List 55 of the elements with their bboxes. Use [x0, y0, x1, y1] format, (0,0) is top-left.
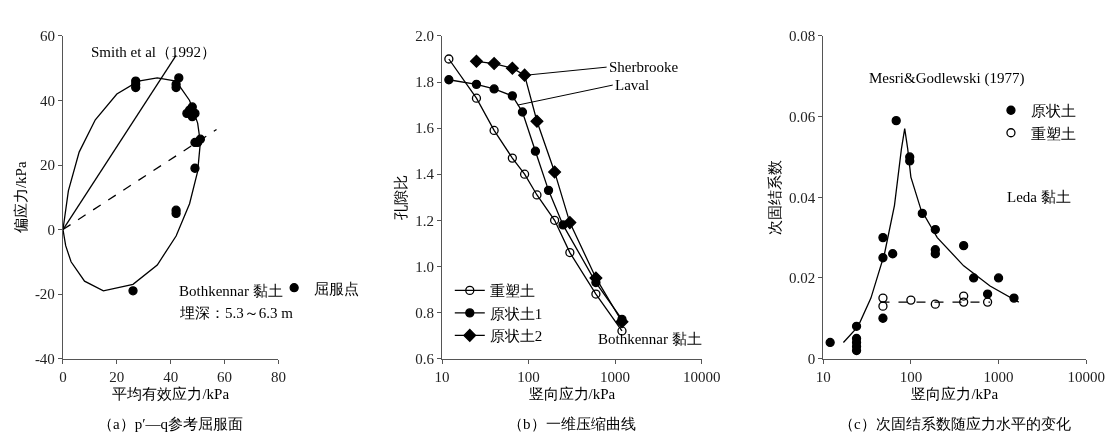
x-tick-label: 60 — [217, 368, 233, 385]
y-tick-label: 0.6 — [415, 350, 435, 367]
annotation: Bothkennar 黏土 — [179, 283, 283, 299]
annotation: Bothkennar 黏土 — [598, 331, 702, 347]
y-tick-label: 1.2 — [415, 212, 434, 229]
legend-label: 重塑土 — [1030, 125, 1076, 142]
y-tick-label: 20 — [39, 157, 55, 174]
x-tick-label: 40 — [163, 368, 179, 385]
x-tick-label: 0 — [59, 368, 67, 385]
annotation: Sherbrooke — [609, 59, 679, 75]
legend-label: 原状土2 — [489, 328, 543, 345]
annotation: Laval — [615, 77, 650, 93]
x-tick-label: 10 — [815, 368, 831, 385]
y-tick-label: 0.02 — [788, 270, 816, 287]
y-tick-label: 1.0 — [415, 258, 434, 275]
annotation: Mesri&Godlewski (1977) — [869, 70, 1025, 87]
x-tick-label: 1000 — [983, 368, 1014, 385]
x-tick-label: 80 — [270, 368, 286, 385]
x-axis-title: 竖向应力/kPa — [911, 385, 999, 402]
text: （b）一维压缩曲线 — [508, 416, 636, 432]
y-tick-label: 1.8 — [415, 74, 434, 91]
y-tick-label: 0.8 — [415, 304, 434, 321]
x-tick-label: 1000 — [600, 368, 631, 385]
x-tick-label: 10 — [434, 368, 450, 385]
y-axis-title: 孔隙比 — [393, 174, 410, 220]
y-tick-label: 0.06 — [788, 108, 816, 125]
annotation: Leda 黏土 — [1007, 189, 1071, 205]
x-tick-label: 100 — [517, 368, 540, 385]
y-tick-label: 1.6 — [415, 120, 435, 137]
y-tick-label: 0 — [47, 221, 55, 238]
y-tick-label: 60 — [39, 28, 55, 45]
annotation: Smith et al（1992） — [91, 44, 216, 60]
legend-label: 原状土 — [1030, 103, 1076, 120]
x-tick-label: 10000 — [1067, 368, 1105, 385]
legend-label: 重塑土 — [489, 283, 535, 300]
text: （c）次固结系数随应力水平的变化 — [839, 416, 1071, 432]
legend-label: 屈服点 — [314, 280, 360, 297]
y-axis-title: 偏应力/kPa — [13, 161, 30, 234]
x-tick-label: 100 — [899, 368, 923, 385]
annotation: 埋深：5.3～6.3 m — [179, 305, 294, 321]
y-tick-label: -20 — [34, 286, 55, 303]
y-tick-label: 1.4 — [415, 166, 435, 183]
y-tick-label: -40 — [34, 350, 55, 367]
legend-label: 原状土1 — [489, 305, 543, 322]
x-tick-label: 10000 — [682, 368, 721, 385]
y-tick-label: 0.08 — [788, 28, 816, 45]
y-tick-label: 0.04 — [788, 189, 816, 206]
x-axis-title: 竖向应力/kPa — [528, 385, 616, 402]
text: （a）p′—q参考屈服面 — [98, 416, 243, 432]
y-tick-label: 0 — [807, 350, 816, 367]
y-axis-title: 次固结系数 — [767, 159, 784, 235]
x-tick-label: 20 — [109, 368, 125, 385]
y-tick-label: 2.0 — [415, 28, 434, 45]
y-tick-label: 40 — [39, 92, 55, 109]
x-axis-title: 平均有效应力/kPa — [112, 385, 230, 402]
